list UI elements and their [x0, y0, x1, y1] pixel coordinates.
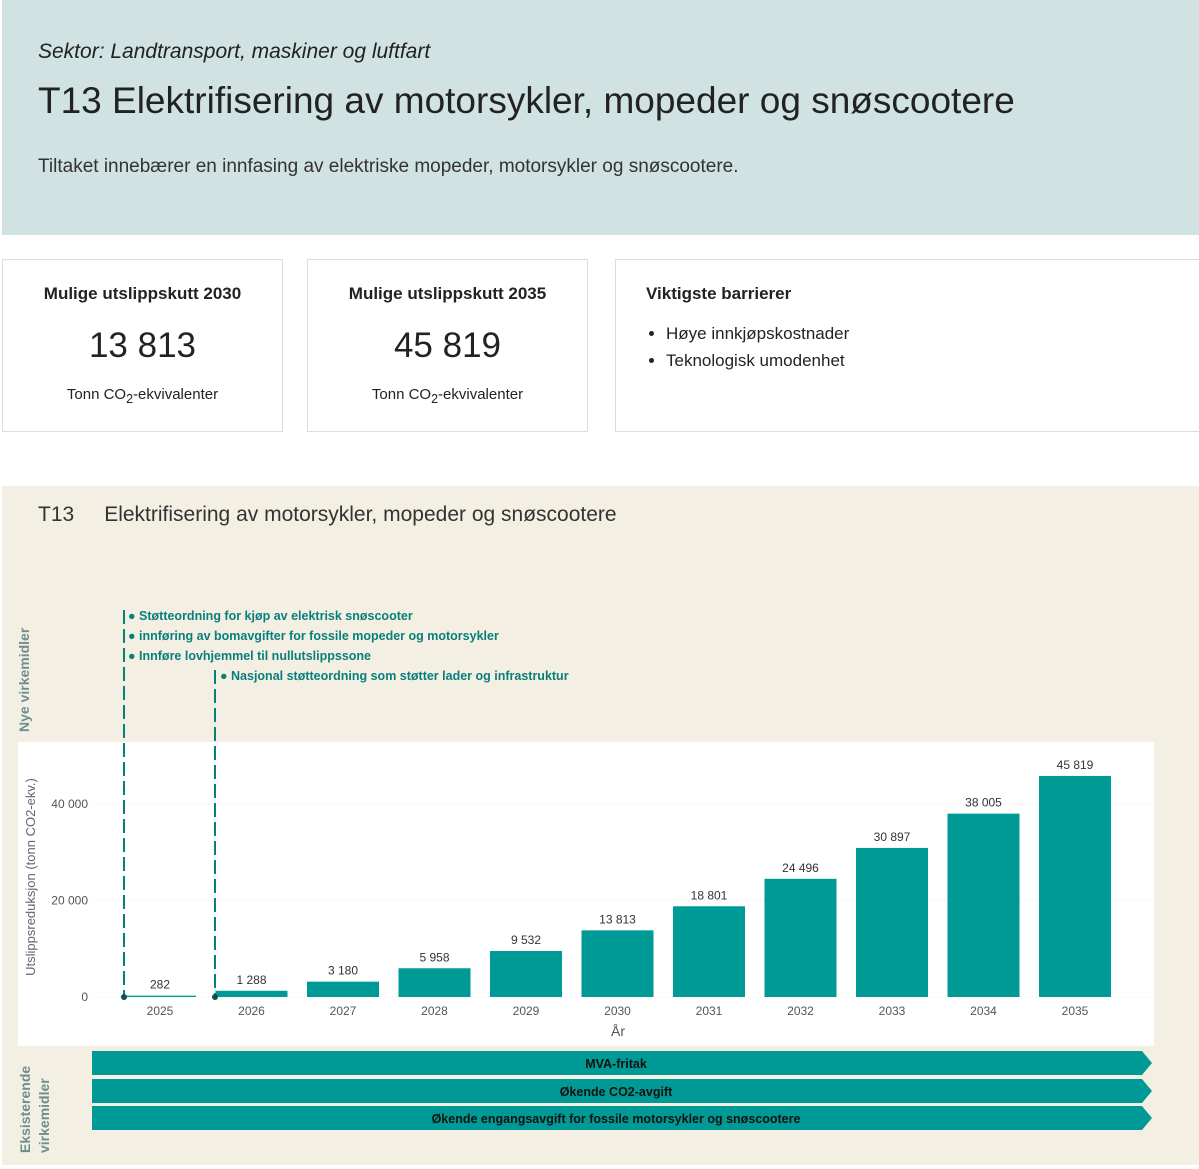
unit-text: Tonn CO — [371, 386, 432, 403]
data-label: 1 288 — [236, 973, 266, 987]
unit-text: Tonn CO — [66, 386, 127, 403]
x-tick-label: 2025 — [147, 1004, 174, 1018]
card-heading: Mulige utslippskutt 2030 — [43, 284, 242, 303]
data-label: 38 005 — [965, 796, 1002, 810]
bar-2030 — [581, 930, 654, 997]
data-label: 13 813 — [599, 912, 636, 926]
data-label: 3 180 — [328, 964, 358, 978]
card-unit: Tonn CO2-ekvivalenter — [3, 386, 282, 406]
barriers-card: Viktigste barrierer Høye innkjøpskostnad… — [615, 259, 1199, 432]
policy-item: ● Innføre lovhjemmel til nullutslippsson… — [128, 649, 371, 663]
x-tick-label: 2030 — [604, 1004, 631, 1018]
existing-policy-label: Økende engangsavgift for fossile motorsy… — [432, 1112, 801, 1126]
data-label: 5 958 — [419, 950, 449, 964]
card-value: 13 813 — [88, 326, 197, 365]
policy-marker-dot — [212, 994, 218, 1000]
card-2035: Mulige utslippskutt 2035 45 819 Tonn CO2… — [307, 259, 588, 432]
data-label: 45 819 — [1057, 758, 1094, 772]
card-unit: Tonn CO2-ekvivalenter — [308, 386, 587, 406]
policy-item: ● Støtteordning for kjøp av elektrisk sn… — [128, 609, 413, 623]
chart-title: T13 Elektrifisering av motorsykler, moped… — [38, 503, 617, 527]
x-tick-label: 2031 — [696, 1004, 723, 1018]
chart-title-text: Elektrifisering av motorsykler, mopeder … — [104, 503, 617, 526]
unit-text: -ekvivalenter — [438, 386, 524, 403]
x-tick-label: 2033 — [879, 1004, 906, 1018]
bar-2029 — [490, 951, 562, 997]
x-tick-label: 2034 — [970, 1004, 997, 1018]
policy-item: ● Nasjonal støtteordning som støtter lad… — [220, 669, 569, 683]
data-label: 24 496 — [782, 861, 819, 875]
x-axis-title: År — [611, 1023, 625, 1039]
x-tick-label: 2035 — [1062, 1004, 1089, 1018]
bar-2032 — [764, 878, 837, 997]
card-heading: Mulige utslippskutt 2035 — [348, 284, 547, 303]
header-banner — [2, 0, 1199, 235]
y-tick-label: 40 000 — [51, 797, 88, 811]
card-2030: Mulige utslippskutt 2030 13 813 Tonn CO2… — [2, 259, 283, 432]
y-tick-label: 0 — [81, 990, 88, 1004]
data-label: 282 — [150, 978, 170, 992]
data-label: 18 801 — [691, 888, 728, 902]
x-tick-label: 2032 — [787, 1004, 814, 1018]
barrier-item: Teknologisk umodenhet — [666, 347, 849, 374]
bar-2026 — [215, 990, 288, 997]
page-title: T13 Elektrifisering av motorsykler, mope… — [38, 80, 1015, 121]
existing-policy-arrow — [92, 1106, 1152, 1130]
data-label: 30 897 — [874, 830, 911, 844]
policy-item: ● innføring av bomavgifter for fossile m… — [128, 629, 499, 643]
chart-code: T13 — [38, 503, 75, 526]
existing-policy-label: Økende CO2-avgift — [560, 1085, 673, 1099]
unit-sub: 2 — [126, 392, 134, 406]
bar-2028 — [398, 968, 471, 997]
x-tick-label: 2028 — [421, 1004, 448, 1018]
barrier-item: Høye innkjøpskostnader — [666, 320, 849, 347]
y-axis-title: Utslippsreduksjon (tonn CO2-ekv.) — [23, 778, 38, 976]
barriers-heading: Viktigste barrierer — [646, 284, 792, 303]
x-tick-label: 2029 — [513, 1004, 540, 1018]
bar-2034 — [947, 813, 1020, 997]
barriers-list: Høye innkjøpskostnader Teknologisk umode… — [666, 320, 849, 374]
bar-2031 — [673, 906, 745, 997]
existing-policy-arrow — [92, 1051, 1152, 1075]
policy-marker-dot — [121, 994, 127, 1000]
sector-label: Sektor: Landtransport, maskiner og luftf… — [38, 40, 431, 63]
page-description: Tiltaket innebærer en innfasing av elekt… — [38, 156, 739, 177]
bar-2027 — [307, 981, 379, 997]
unit-sub: 2 — [431, 392, 439, 406]
existing-policy-label: MVA-fritak — [585, 1057, 647, 1071]
existing-policy-arrow — [92, 1079, 1152, 1103]
x-tick-label: 2027 — [330, 1004, 357, 1018]
bar-2035 — [1039, 775, 1111, 997]
bar-2025 — [124, 995, 196, 997]
bar-2033 — [856, 847, 928, 997]
x-tick-label: 2026 — [238, 1004, 265, 1018]
unit-text: -ekvivalenter — [133, 386, 219, 403]
y-tick-label: 20 000 — [51, 894, 88, 908]
card-value: 45 819 — [393, 326, 502, 365]
data-label: 9 532 — [511, 933, 541, 947]
